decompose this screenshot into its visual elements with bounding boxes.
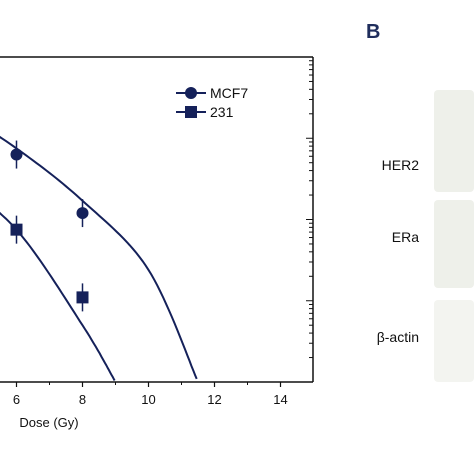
legend: MCF7 231 [176,85,248,120]
fit-curve-231 [0,211,116,381]
fit-curves [0,135,198,381]
x-tick-label: 14 [273,392,287,407]
data-point-231 [10,223,23,236]
legend-marker-231 [185,106,197,118]
data-point-231 [76,291,89,304]
legend-label-231: 231 [210,104,234,120]
blot-band-actin [434,300,474,382]
data-point-mcf7 [76,207,89,220]
data-point-mcf7 [10,148,23,161]
plot-axes: 6 8 10 12 14 [0,56,314,407]
fit-curve-mcf7 [0,135,198,380]
western-blot: HER2 ERa β-actin [377,90,474,382]
blot-band-era [434,200,474,288]
x-axis-title: Dose (Gy) [19,415,78,430]
x-tick-label: 6 [13,392,20,407]
blot-label-her2: HER2 [382,157,420,173]
x-tick-label: 12 [207,392,221,407]
blot-label-actin: β-actin [377,329,419,345]
x-tick-label: 10 [141,392,155,407]
legend-label-mcf7: MCF7 [210,85,248,101]
x-tick-label: 8 [79,392,86,407]
blot-band-her2 [434,90,474,192]
data-marks [10,140,89,312]
legend-marker-mcf7 [185,87,197,99]
survival-plot: 6 8 10 12 14 Dose (Gy) MCF7 231 [0,56,314,430]
blot-label-era: ERa [392,229,419,245]
panel-b-label: B [366,21,380,43]
